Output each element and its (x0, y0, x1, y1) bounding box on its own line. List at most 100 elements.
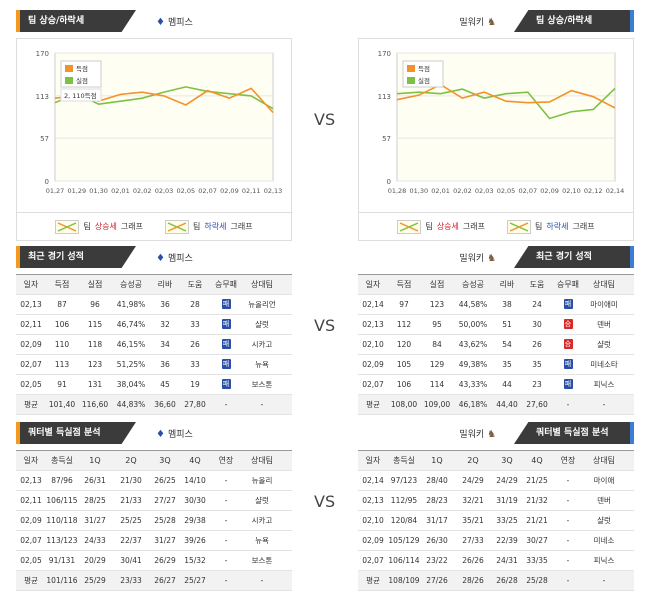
legend-label: 득점 (418, 65, 430, 73)
bucks-logo-icon: ♞ (487, 253, 496, 264)
table-header: 일자 총득실 1Q 2Q 3Q 4Q 연장 상대팀 (358, 451, 634, 471)
y-tick-label: 113 (378, 93, 391, 101)
table-row: 02,14 97/123 28/40 24/29 24/29 21/25- 마이애 (358, 471, 634, 491)
x-tick-label: 02,02 (133, 187, 152, 195)
team-label: 밀워키 ♞ (459, 429, 496, 440)
legend-label: 득점 (76, 65, 88, 73)
quarter-panel-left: 쿼터별 득실점 분석 ♦ 멤피스 일자 총득실 1Q 2Q 3Q 4Q 연장 상대팀 02,13 8… (16, 422, 292, 591)
x-tick-label: 02,01 (431, 187, 450, 195)
tooltip-text: 2, 110득점 (64, 92, 97, 100)
team-label: 밀워키 ♞ (459, 253, 496, 264)
loss-badge: 패 (221, 378, 231, 389)
trend-legend-bar: 팀 상승세 그래프 팀 하락세 그래프 (358, 213, 634, 241)
x-tick-label: 01,29 (67, 187, 86, 195)
y-tick-label: 0 (387, 178, 391, 186)
table-row: 02,10 120/84 31/17 35/21 33/25 21/21- 샬럿 (358, 511, 634, 531)
loss-badge: 패 (221, 358, 231, 369)
team-label: ♦ 멤피스 (156, 429, 193, 440)
table-row: 02,13 112 95 50,00% 51 30 승 덴버 (358, 315, 634, 335)
table-row: 02,07 106/114 23/22 26/26 24/31 33/35- 피닉스 (358, 551, 634, 571)
trend-chart: 170 113 57 0 01,27 01,29 01,30 02,01 02,02 02,03 0… (16, 38, 292, 213)
bucks-logo-icon: ♞ (487, 429, 496, 440)
table-row: 02,13 87/96 26/31 21/30 26/25 14/10- 뉴올리 (16, 471, 292, 491)
recent-panel-left: 최근 경기 성적 ♦ 멤피스 일자 득점 실점 승성공 리바 도움 승무패 상대팀 02,13 87… (16, 246, 292, 415)
table-row: 02,09 110 118 46,15% 34 26 패 시카고 (16, 335, 292, 355)
x-tick-label: 02,05 (497, 187, 516, 195)
trend-title: 팀 상승/하락세 (16, 10, 136, 32)
falling-graph-icon (507, 219, 531, 234)
trend-panel-right: 팀 상승/하락세 밀워키 ♞ 170 113 57 0 01,28 01,30 02,01 0… (358, 10, 634, 241)
x-tick-label: 02,09 (540, 187, 559, 195)
quarter-table: 일자 총득실 1Q 2Q 3Q 4Q 연장 상대팀 02,13 87/96 26/31 21/30 26… (16, 450, 292, 591)
x-tick-label: 01,28 (388, 187, 407, 195)
loss-badge: 패 (221, 298, 231, 309)
table-header: 일자 득점 실점 승성공 리바 도움 승무패 상대팀 (16, 275, 292, 295)
table-row: 02,07 113 123 51,25% 36 33 패 뉴욕 (16, 355, 292, 375)
x-tick-label: 02,10 (562, 187, 581, 195)
average-row: 평균 101,40 116,60 44,83% 36,60 27,80- - (16, 395, 292, 415)
x-tick-label: 02,07 (198, 187, 217, 195)
vs-label: VS (314, 110, 336, 129)
x-tick-label: 02,01 (111, 187, 130, 195)
allowed-line (396, 87, 616, 120)
y-tick-label: 170 (378, 50, 391, 58)
loss-badge: 패 (563, 298, 573, 309)
team-label: 밀워키 ♞ (459, 17, 496, 28)
grizzlies-logo-icon: ♦ (156, 429, 165, 440)
table-header: 일자 총득실 1Q 2Q 3Q 4Q 연장 상대팀 (16, 451, 292, 471)
table-row: 02,07 106 114 43,33% 44 23 패 피닉스 (358, 375, 634, 395)
x-tick-label: 01,27 (46, 187, 65, 195)
legend-label: 실점 (76, 76, 88, 85)
x-tick-label: 02,07 (518, 187, 537, 195)
win-badge: 승 (563, 318, 573, 329)
x-tick-label: 01,30 (89, 187, 108, 195)
loss-badge: 패 (221, 318, 231, 329)
average-row: 평균 108,00 109,00 46,18% 44,40 27,60- - (358, 395, 634, 415)
table-row: 02,09 110/118 31/27 25/25 25/28 29/38- 시카고 (16, 511, 292, 531)
x-tick-label: 02,09 (220, 187, 239, 195)
quarter-title: 쿼터별 득실점 분석 (514, 422, 634, 444)
team-label: ♦ 멤피스 (156, 17, 193, 28)
rising-graph-icon (55, 219, 80, 234)
average-row: 평균 108/109 27/26 28/26 26/28 25/28- - (358, 571, 634, 591)
tooltip (60, 88, 102, 102)
x-tick-label: 02,02 (453, 187, 472, 195)
quarter-title: 쿼터별 득실점 분석 (16, 422, 136, 444)
y-tick-label: 170 (36, 50, 49, 58)
table-header: 일자 득점 실점 승성공 리바 도움 승무패 상대팀 (358, 275, 634, 295)
x-tick-label: 02,14 (606, 187, 625, 195)
legend-swatch-scored (65, 65, 73, 72)
grizzlies-logo-icon: ♦ (156, 253, 165, 264)
recent-table: 일자 득점 실점 승성공 리바 도움 승무패 상대팀 02,14 97 123 44,58% 38 24 패… (358, 274, 634, 415)
trend-panel-left: 팀 상승/하락세 ♦ 멤피스 170 113 57 0 01,27 01,29 01,30 02… (16, 10, 292, 241)
legend-label: 실점 (418, 76, 430, 85)
y-tick-label: 113 (36, 93, 49, 101)
rising-graph-icon (397, 219, 422, 234)
scored-line (396, 83, 616, 109)
trend-legend-bar: 팀 상승세 그래프 팀 하락세 그래프 (16, 213, 292, 241)
recent-panel-right: 최근 경기 성적 밀워키 ♞ 일자 득점 실점 승성공 리바 도움 승무패 상대팀 02,14 9… (358, 246, 634, 415)
table-row: 02,05 91 131 38,04% 45 19 패 보스톤 (16, 375, 292, 395)
falling-graph-icon (165, 219, 189, 234)
table-row: 02,13 112/95 28/23 32/21 31/19 21/32- 덴버 (358, 491, 634, 511)
table-row: 02,07 113/123 24/33 22/37 31/27 39/26- 뉴욕 (16, 531, 292, 551)
table-row: 02,11 106 115 46,74% 32 33 패 샬럿 (16, 315, 292, 335)
table-row: 02,14 97 123 44,58% 38 24 패 마이애미 (358, 295, 634, 315)
average-row: 평균 101/116 25/29 23/33 26/27 25/27- - (16, 571, 292, 591)
x-tick-label: 02,03 (155, 187, 174, 195)
legend-swatch-scored (407, 65, 415, 72)
y-tick-label: 57 (40, 135, 49, 143)
x-tick-label: 02,11 (242, 187, 261, 195)
recent-table: 일자 득점 실점 승성공 리바 도움 승무패 상대팀 02,13 87 96 41,98% 36 28 패 뉴… (16, 274, 292, 415)
recent-title: 최근 경기 성적 (514, 246, 634, 268)
legend-swatch-allowed (407, 77, 415, 84)
y-tick-label: 57 (382, 135, 391, 143)
vs-label: VS (314, 316, 336, 335)
loss-badge: 패 (563, 358, 573, 369)
table-row: 02,11 106/115 28/25 21/33 27/27 30/30- 샬럿 (16, 491, 292, 511)
recent-title: 최근 경기 성적 (16, 246, 136, 268)
x-tick-label: 02,12 (584, 187, 603, 195)
table-row: 02,09 105 129 49,38% 35 35 패 미네소타 (358, 355, 634, 375)
x-tick-label: 01,30 (409, 187, 428, 195)
grizzlies-logo-icon: ♦ (156, 17, 165, 28)
